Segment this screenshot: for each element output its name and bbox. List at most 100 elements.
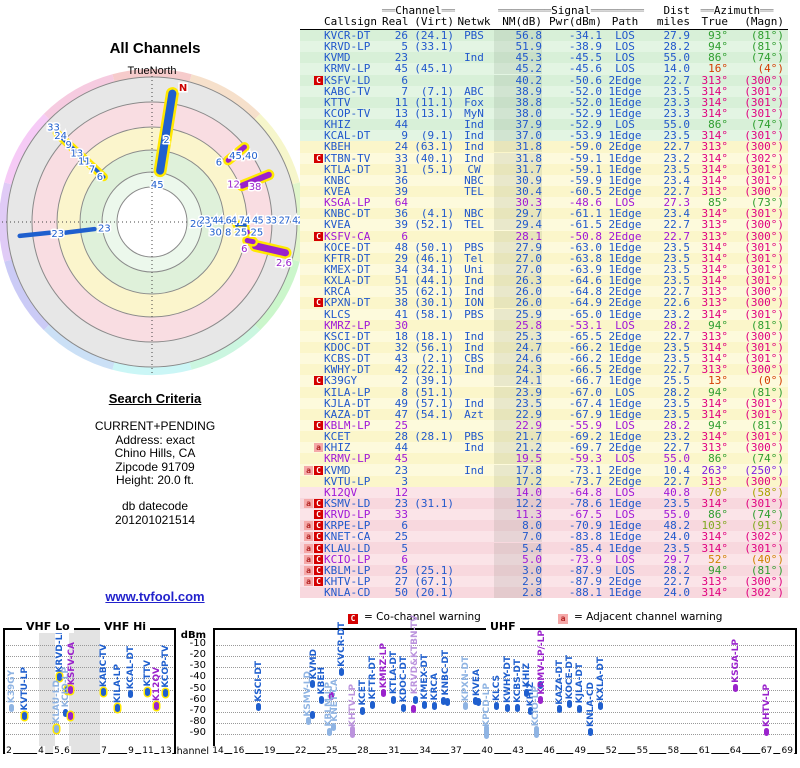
cell-true-az: 313° [701,297,729,309]
signal-bar [115,704,120,713]
cell-pwr: -59.0 [568,141,602,153]
channel-tick-label: 55 [635,746,650,756]
cell-path: 1Edge [608,353,642,365]
cell-miles: 23.5 [663,497,691,509]
cell-pwr: -87.9 [568,575,602,587]
dbm-tick-label: -70 [189,704,206,716]
table-row: KMRZ-LP 30 25.8 -53.1 LOS 28.2 94° (81°) [300,319,788,331]
radar-channel-label: 23 [51,229,64,240]
channel-tick-label: 64 [728,746,743,756]
dbm-gridline [6,656,173,658]
cell-magn-az: (300°) [744,364,784,376]
cell-nm: 38.9 [494,85,542,97]
cell-real: 51 [394,275,408,287]
cell-magn-az: (300°) [744,74,784,86]
cell-virt: (52.1) [414,219,454,231]
cell-virt: (56.1) [414,342,454,353]
cell-pwr: -52.9 [568,108,602,120]
cell-magn-az: (74°) [750,453,784,465]
dbm-gridline [6,711,173,713]
cell-virt: (18.1) [414,330,454,342]
dbm-gridline [216,656,794,658]
cell-real: 39 [394,186,408,198]
cell-real: 33 [394,509,408,521]
cell-nm: 12.2 [494,497,542,509]
cell-real: 6 [401,520,408,532]
cell-magn-az: (40°) [750,553,784,565]
cell-miles: 22.7 [663,364,691,376]
cell-miles: 23.5 [663,85,691,97]
cell-real: 47 [394,408,408,420]
co-channel-warning-icon: C [314,498,323,508]
cell-callsign: KNLA-CD [324,587,371,599]
signal-bar [556,705,562,714]
signal-bar [370,700,376,709]
cell-pwr: -65.0 [568,308,602,320]
table-row: KJLA-DT 49 (57.1) Ind 23.5 -67.4 1Edge 23.5 314°… [300,397,788,409]
cell-miles: 28.2 [663,386,691,398]
table-row: KWHY-DT 42 (22.1) Ind 24.3 -66.5 2Edge 22.7 313°… [300,364,788,376]
table-row: a C KNET-CA 25 7.0 -83.8 1Edge 24.0 314° (302°) [300,531,788,543]
channel-tick-label: 9 [127,746,135,756]
cell-callsign: KSFV-LD [324,74,371,86]
cell-path: 1Edge [608,85,642,97]
channel-tick-label: 69 [780,746,794,756]
table-row: a C KSMV-LD 23 (31.1) 12.2 -78.6 1Edge 23.5 314° (… [300,497,788,510]
cell-miles: 10.4 [663,464,691,476]
cell-real: 5 [401,542,408,554]
cell-real: 27 [394,575,408,587]
cell-magn-az: (73°) [750,197,784,209]
cell-netwk: Ind [464,442,484,454]
cell-virt: (51.1) [414,386,454,398]
station-label: KOCE-DT [564,654,575,699]
cell-magn-az: (0°) [757,375,785,387]
cell-true-az: 314° [701,252,729,264]
cell-miles: 28.2 [663,41,691,53]
co-channel-warning-icon: C [314,420,323,430]
cell-callsign: KPXN-DT [324,297,371,309]
cell-magn-az: (81°) [750,30,784,42]
signal-bar [9,704,14,713]
signal-bar [101,687,106,696]
cell-netwk: TEL [464,219,484,231]
station-label: KMEX-DT [420,654,430,700]
cell-nm: 25.8 [494,319,542,331]
channel-tick-label: 22 [294,746,308,756]
cell-pwr: -67.5 [568,509,602,521]
cell-miles: 55.0 [663,453,691,465]
dbm-gridline [216,700,794,702]
cell-netwk: Ind [464,397,484,409]
station-label: KCAL-DT [126,645,136,689]
station-label: KTLA-DT [388,651,399,695]
cell-callsign: KBEH [324,141,351,153]
band-gap-stripe [39,630,55,753]
warning-markers: C [300,75,324,85]
station-label: KFTR-DT [368,656,379,700]
cell-miles: 22.7 [663,442,691,454]
cell-nm: 23.5 [494,397,542,409]
warning-markers: a [300,443,324,453]
cell-real: 6 [401,230,408,242]
radar-channel-label: 6 [216,157,222,168]
uhf-panel: KSCI-DT KSMV-LD KVMD KBEH KNET-CA KBLM-LP KVCR… [213,615,797,754]
channel-tick-label: 52 [604,746,619,756]
cell-callsign: KHTV-LP [324,575,371,587]
station-label: KNLA-CD [585,681,596,727]
tvfool-link[interactable]: www.tvfool.com [105,589,205,604]
signal-bar [515,703,521,712]
cell-pwr: -59.3 [568,453,602,465]
cell-miles: 23.5 [663,130,691,142]
cell-true-az: 13° [708,375,728,387]
cell-virt: (30.1) [414,297,454,309]
cell-callsign: KCIO-LP [324,553,371,565]
cell-callsign: KHIZ [324,119,351,131]
dbm-gridline [216,711,794,713]
channel-tick-label: 13 [159,746,173,756]
table-column-headers: Callsign Real (Virt) Netwk NM(dB) Pwr(dB… [300,16,788,27]
cell-pwr: -88.1 [568,587,602,599]
cell-miles: 23.5 [663,397,691,409]
cell-real: 48 [394,241,408,253]
cell-pwr: -64.8 [568,486,602,498]
